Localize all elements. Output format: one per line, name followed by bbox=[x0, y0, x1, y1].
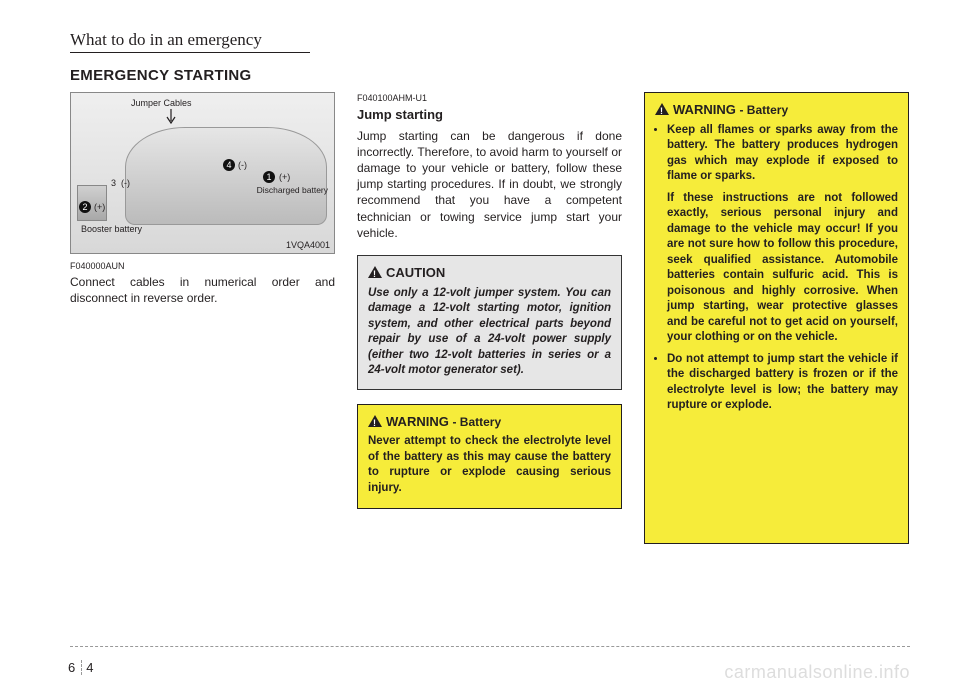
caution-body: Use only a 12-volt jumper system. You ca… bbox=[368, 286, 611, 379]
column-2: F040100AHM-U1 Jump starting Jump startin… bbox=[357, 92, 622, 554]
page-section-number: 6 bbox=[68, 660, 82, 675]
page-number: 64 bbox=[68, 660, 93, 675]
warning-triangle-icon bbox=[368, 415, 382, 427]
warning-box-2: WARNING - Battery Keep all flames or spa… bbox=[644, 92, 909, 544]
caution-title-text: CAUTION bbox=[386, 265, 445, 280]
step-3-marker-text: 3 bbox=[111, 177, 116, 189]
car-hood-shape bbox=[125, 127, 327, 225]
warning-2-body: Keep all flames or sparks away from the … bbox=[655, 123, 898, 414]
warning-2-item-2: Do not attempt to jump start the vehicle… bbox=[667, 352, 898, 414]
step-2-marker: 2 bbox=[79, 201, 91, 213]
jumper-cables-label: Jumper Cables bbox=[131, 97, 192, 109]
plus-1: (+) bbox=[279, 171, 290, 183]
figure-caption-code: F040000AUN bbox=[70, 260, 335, 272]
jump-start-figure: Jumper Cables Discharged battery Booster… bbox=[70, 92, 335, 254]
warning-1-title-text: WARNING bbox=[386, 414, 449, 429]
warning-box-1: WARNING - Battery Never attempt to check… bbox=[357, 404, 622, 510]
warning-2-item-1b: If these instructions are not followed e… bbox=[667, 191, 898, 346]
column-1: Jumper Cables Discharged battery Booster… bbox=[70, 92, 335, 554]
section-title: EMERGENCY STARTING bbox=[70, 67, 910, 84]
caution-title: CAUTION bbox=[368, 264, 611, 282]
chapter-title: What to do in an emergency bbox=[70, 30, 310, 53]
minus-3: (-) bbox=[121, 177, 130, 189]
warning-1-sub: - Battery bbox=[452, 415, 501, 429]
warning-triangle-icon bbox=[368, 266, 382, 278]
column-3: WARNING - Battery Keep all flames or spa… bbox=[644, 92, 909, 554]
warning-2-title: WARNING - Battery bbox=[655, 101, 898, 119]
warning-2-sub: - Battery bbox=[739, 103, 788, 117]
figure-code: 1VQA4001 bbox=[286, 239, 330, 251]
warning-1-body: Never attempt to check the electrolyte l… bbox=[368, 434, 611, 496]
warning-1-title: WARNING - Battery bbox=[368, 413, 611, 431]
page-page-number: 4 bbox=[86, 660, 93, 675]
booster-battery-label: Booster battery bbox=[81, 223, 142, 235]
caution-box: CAUTION Use only a 12-volt jumper system… bbox=[357, 255, 622, 390]
footer-divider bbox=[70, 646, 910, 647]
warning-2-item-1a: Keep all flames or sparks away from the … bbox=[667, 124, 898, 183]
subsection-code: F040100AHM-U1 bbox=[357, 92, 622, 104]
figure-caption-text: Connect cables in numerical order and di… bbox=[70, 274, 335, 306]
arrow-down-icon bbox=[166, 109, 176, 127]
plus-2: (+) bbox=[94, 201, 105, 213]
subsection-title: Jump starting bbox=[357, 106, 622, 124]
step-1-marker: 1 bbox=[263, 171, 275, 183]
warning-triangle-icon bbox=[655, 103, 669, 115]
warning-2-title-text: WARNING bbox=[673, 102, 736, 117]
watermark: carmanualsonline.info bbox=[724, 662, 910, 683]
step-4-marker: 4 bbox=[223, 159, 235, 171]
minus-4: (-) bbox=[238, 159, 247, 171]
jump-start-body: Jump starting can be dangerous if done i… bbox=[357, 128, 622, 241]
discharged-battery-label: Discharged battery bbox=[257, 185, 328, 196]
